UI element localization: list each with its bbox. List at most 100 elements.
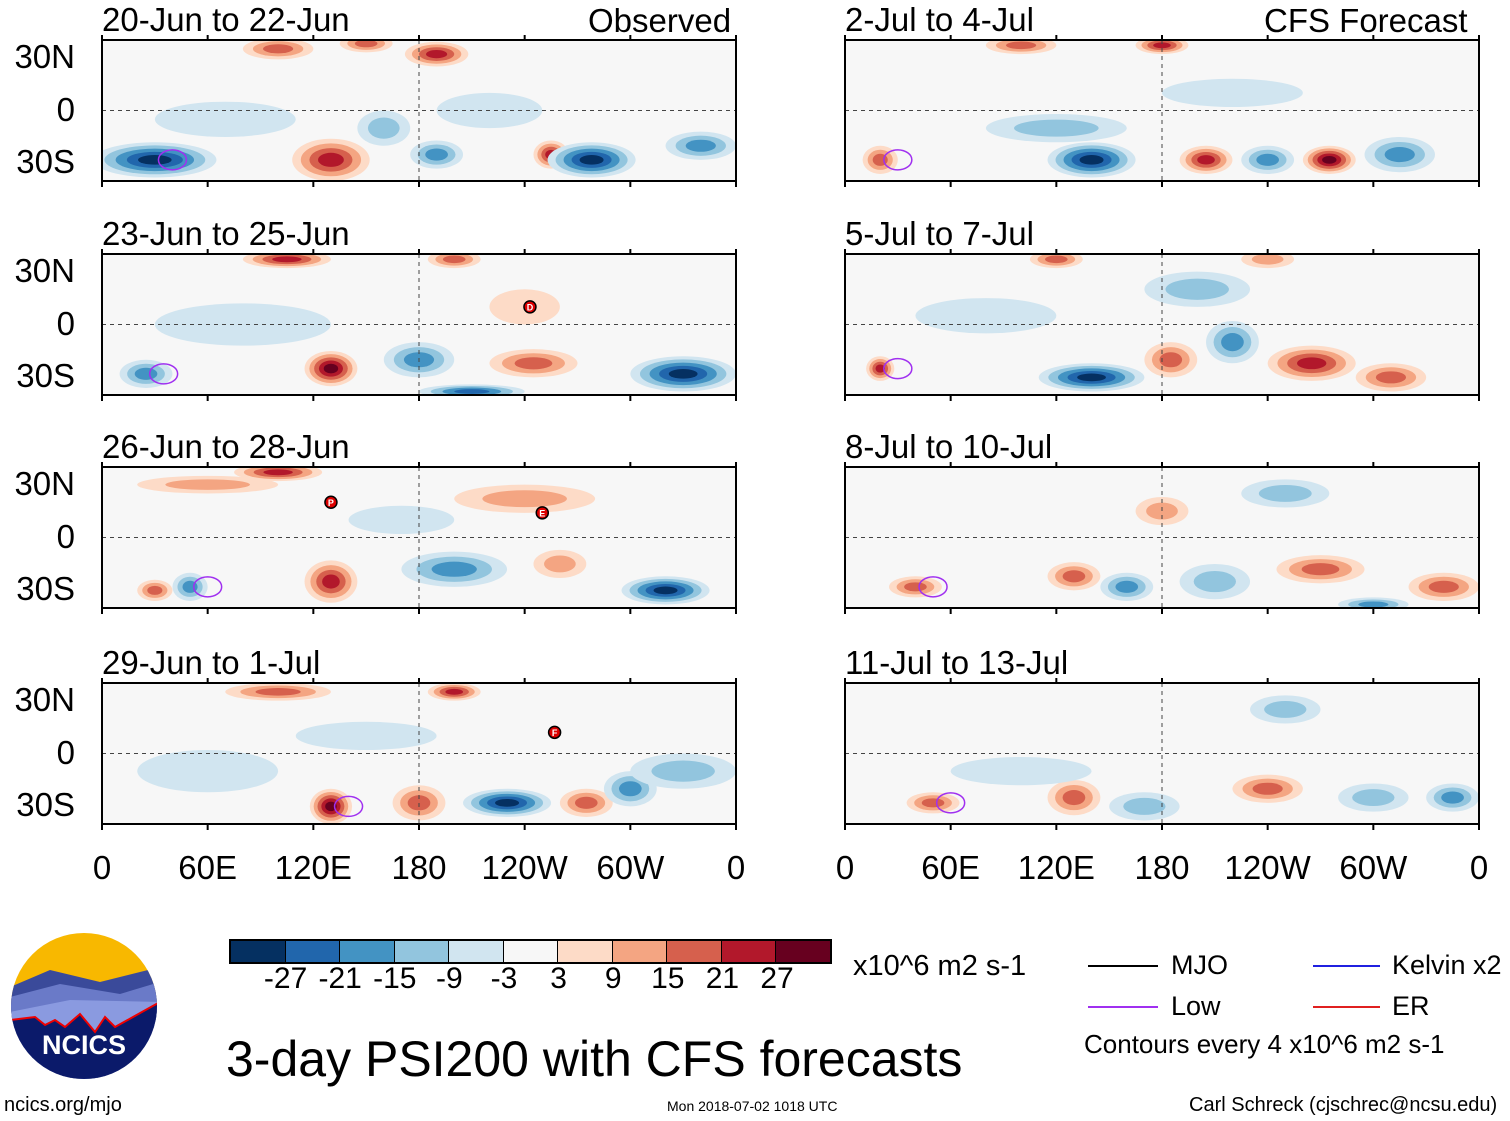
panel-title: 26-Jun to 28-Jun xyxy=(102,428,350,465)
legend-low-line xyxy=(1088,1006,1158,1008)
anomaly-contour xyxy=(1162,78,1303,107)
legend-er-line xyxy=(1313,1006,1380,1008)
colorbar-swatch xyxy=(558,941,613,962)
anomaly-contour xyxy=(1006,41,1037,50)
forecast-label: CFS Forecast xyxy=(1264,2,1468,39)
url-text: ncics.org/mjo xyxy=(4,1094,122,1116)
lon-label: 0 xyxy=(92,849,112,886)
colorbar-label: 27 xyxy=(760,962,794,995)
legend-mjo: MJO xyxy=(1171,950,1228,980)
map-panel xyxy=(101,35,737,187)
observed-label: Observed xyxy=(588,2,732,39)
anomaly-contour xyxy=(1441,791,1464,804)
anomaly-contour xyxy=(134,367,158,380)
logo-text: NCICS xyxy=(42,1030,126,1060)
main-title: 3-day PSI200 with CFS forecasts xyxy=(226,1031,963,1087)
anomaly-contour xyxy=(1153,42,1171,49)
anomaly-contour xyxy=(431,561,477,577)
anomaly-contour xyxy=(544,555,576,573)
lat-label: 0 xyxy=(56,305,75,342)
anomaly-contour xyxy=(574,796,598,809)
lon-label: 120W xyxy=(1224,849,1311,886)
lon-label: 60E xyxy=(178,849,238,886)
map-panel: PE xyxy=(101,462,737,614)
anomaly-contour xyxy=(1264,700,1307,718)
anomaly-contour xyxy=(272,256,302,263)
anomaly-contour xyxy=(1258,484,1312,502)
lat-label: 0 xyxy=(56,734,75,771)
anomaly-contour xyxy=(495,799,520,807)
low-contour xyxy=(157,149,188,171)
storm-letter: P xyxy=(328,498,334,508)
anomaly-contour xyxy=(354,40,378,48)
anomaly-contour xyxy=(1193,570,1236,593)
panel-title: 8-Jul to 10-Jul xyxy=(845,428,1053,465)
low-contour xyxy=(148,363,179,385)
anomaly-contour xyxy=(426,49,448,59)
colorbar-label: 9 xyxy=(604,962,622,995)
colorbar-swatch xyxy=(721,941,776,962)
anomaly-contour xyxy=(1146,502,1178,520)
anomaly-contour xyxy=(325,801,337,812)
anomaly-contour xyxy=(915,298,1057,334)
anomaly-contour xyxy=(425,148,448,161)
anomaly-contour xyxy=(1301,563,1340,576)
low-contour xyxy=(918,576,948,598)
lat-label: 30N xyxy=(14,465,75,502)
panel-title: 23-Jun to 25-Jun xyxy=(102,215,350,252)
anomaly-contour xyxy=(1165,278,1229,300)
lon-label: 0 xyxy=(726,849,746,886)
lat-label: 30N xyxy=(14,38,75,75)
anomaly-contour xyxy=(1079,155,1104,165)
tropical-cyclone-icon: P xyxy=(324,495,338,509)
lon-label: 60W xyxy=(596,849,665,886)
anomaly-contour xyxy=(323,363,339,374)
colorbar-swatch xyxy=(776,941,830,962)
colorbar-swatch xyxy=(285,941,340,962)
legend-low: Low xyxy=(1171,991,1221,1021)
anomaly-contour xyxy=(619,781,642,797)
colorbar-swatch xyxy=(503,941,558,962)
lat-label: 30N xyxy=(14,681,75,718)
lon-label: 60W xyxy=(1339,849,1408,886)
lat-label: 0 xyxy=(56,91,75,128)
anomaly-contour xyxy=(154,303,331,346)
anomaly-contour xyxy=(318,152,344,167)
low-contour xyxy=(883,357,913,380)
anomaly-contour xyxy=(482,490,567,508)
storm-letter: F xyxy=(552,728,558,738)
anomaly-contour xyxy=(295,721,437,750)
anomaly-contour xyxy=(348,505,455,534)
lon-label: 0 xyxy=(835,849,855,886)
lon-label: 120E xyxy=(274,849,352,886)
anomaly-contour xyxy=(138,155,172,165)
ncics-logo: NCICS xyxy=(11,933,157,1079)
anomaly-contour xyxy=(1384,147,1415,163)
anomaly-contour xyxy=(579,155,604,165)
anomaly-contour xyxy=(137,749,279,793)
lon-label: 60E xyxy=(921,849,981,886)
anomaly-contour xyxy=(1014,119,1099,137)
anomaly-contour xyxy=(263,44,294,54)
lon-label: 180 xyxy=(1134,849,1190,886)
anomaly-contour xyxy=(1256,153,1279,166)
legend-kelvin: Kelvin x2 xyxy=(1392,950,1502,980)
storm-letter: E xyxy=(539,508,545,518)
anomaly-contour xyxy=(1428,580,1459,593)
anomaly-contour xyxy=(367,117,400,139)
map-panel xyxy=(844,678,1480,830)
lat-label: 30S xyxy=(16,570,75,607)
anomaly-contour xyxy=(407,795,431,811)
colorbar-label: -3 xyxy=(490,962,518,995)
colorbar-units: x10^6 m2 s-1 xyxy=(853,950,1027,982)
anomaly-contour xyxy=(875,364,885,373)
anomaly-contour xyxy=(1045,255,1068,264)
lat-label: 0 xyxy=(56,518,75,555)
lat-label: 30S xyxy=(16,786,75,823)
legend-kelvin-line xyxy=(1313,965,1380,967)
credit: Carl Schreck (cjschrec@ncsu.edu) xyxy=(1189,1094,1498,1116)
low-contour xyxy=(935,792,966,814)
panel-title: 5-Jul to 7-Jul xyxy=(845,215,1034,252)
colorbar-label: -21 xyxy=(318,962,362,995)
map-panel: D xyxy=(101,249,737,401)
